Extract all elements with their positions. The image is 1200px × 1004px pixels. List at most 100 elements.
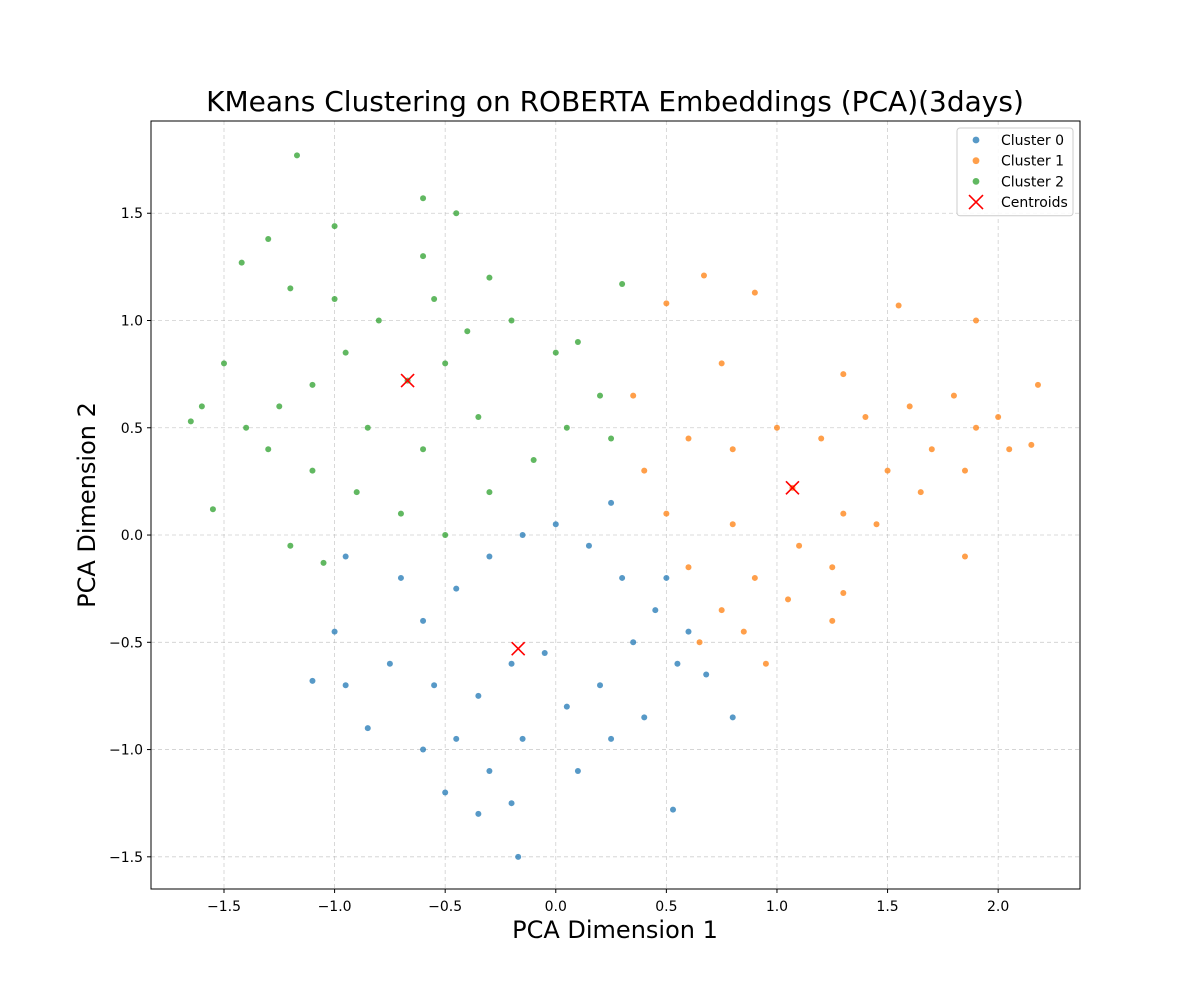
scatter-point-cluster-0 bbox=[364, 725, 371, 732]
scatter-point-cluster-1 bbox=[961, 467, 968, 474]
scatter-point-cluster-1 bbox=[906, 403, 913, 410]
scatter-point-cluster-1 bbox=[961, 553, 968, 560]
scatter-point-cluster-2 bbox=[187, 418, 194, 425]
plot-frame bbox=[150, 120, 1081, 890]
scatter-point-cluster-2 bbox=[486, 274, 493, 281]
scatter-point-cluster-2 bbox=[420, 446, 427, 453]
legend-marker-dot bbox=[972, 178, 980, 185]
scatter-point-cluster-0 bbox=[552, 521, 559, 528]
scatter-point-cluster-0 bbox=[670, 806, 677, 813]
grid bbox=[151, 121, 1080, 889]
legend-marker-dot bbox=[972, 136, 980, 144]
scatter-point-cluster-2 bbox=[442, 360, 449, 367]
scatter-point-cluster-1 bbox=[862, 414, 869, 421]
scatter-point-cluster-1 bbox=[718, 607, 725, 614]
scatter-point-cluster-2 bbox=[475, 414, 482, 421]
legend: Cluster 0 Cluster 1 Cluster 2 Centroids bbox=[956, 127, 1074, 217]
scatter-point-cluster-1 bbox=[696, 639, 703, 646]
y-axis-label: PCA Dimension 2 bbox=[73, 402, 101, 608]
scatter-point-cluster-2 bbox=[265, 235, 272, 242]
centroid-markers bbox=[400, 373, 800, 656]
scatter-point-cluster-0 bbox=[486, 768, 493, 775]
scatter-point-cluster-2 bbox=[320, 559, 327, 566]
scatter-point-cluster-0 bbox=[453, 735, 460, 742]
scatter-point-cluster-2 bbox=[209, 506, 216, 513]
scatter-point-cluster-2 bbox=[238, 259, 245, 266]
scatter-point-cluster-1 bbox=[630, 392, 637, 399]
scatter-point-cluster-2 bbox=[353, 489, 360, 496]
centroid-marker bbox=[400, 373, 415, 388]
y-tick-label: −1.0 bbox=[109, 743, 143, 759]
y-tick-label: 0.5 bbox=[121, 421, 143, 437]
scatter-point-cluster-0 bbox=[541, 650, 548, 657]
scatter-point-cluster-1 bbox=[873, 521, 880, 528]
y-tick-label: 0.0 bbox=[121, 528, 143, 544]
scatter-point-cluster-2 bbox=[397, 510, 404, 517]
scatter-point-cluster-2 bbox=[342, 349, 349, 356]
scatter-point-cluster-0 bbox=[442, 789, 449, 796]
scatter-point-cluster-1 bbox=[685, 435, 692, 442]
scatter-point-cluster-2 bbox=[375, 317, 382, 324]
scatter-point-cluster-0 bbox=[309, 677, 316, 684]
scatter-point-cluster-0 bbox=[431, 682, 438, 689]
x-tick-label: 1.0 bbox=[766, 899, 788, 915]
scatter-point-cluster-2 bbox=[309, 467, 316, 474]
scatter-point-cluster-1 bbox=[917, 489, 924, 496]
scatter-point-cluster-0 bbox=[397, 574, 404, 581]
y-axis-ticks: −1.5 −1.0 −0.5 0.0 0.5 1.0 1.5 bbox=[109, 206, 151, 866]
scatter-point-cluster-2 bbox=[464, 328, 471, 335]
scatter-point-cluster-0 bbox=[674, 660, 681, 667]
scatter-point-cluster-2 bbox=[309, 381, 316, 388]
y-tick-label: 1.0 bbox=[121, 314, 143, 330]
x-tick-label: 2.0 bbox=[987, 899, 1009, 915]
scatter-point-cluster-1 bbox=[1034, 381, 1041, 388]
scatter-point-cluster-0 bbox=[585, 542, 592, 549]
legend-label: Cluster 2 bbox=[1001, 174, 1064, 190]
scatter-point-cluster-2 bbox=[530, 456, 537, 463]
scatter-point-cluster-0 bbox=[574, 768, 581, 775]
centroid-marker bbox=[785, 480, 800, 495]
scatter-point-cluster-0 bbox=[597, 682, 604, 689]
scatter-point-cluster-1 bbox=[1006, 446, 1013, 453]
scatter-point-cluster-1 bbox=[829, 564, 836, 571]
scatter-point-cluster-1 bbox=[895, 302, 902, 309]
scatter-point-cluster-2 bbox=[574, 338, 581, 345]
scatter-point-cluster-2 bbox=[563, 424, 570, 431]
scatter-point-cluster-0 bbox=[508, 800, 515, 807]
scatter-point-cluster-2 bbox=[293, 152, 300, 159]
legend-label: Centroids bbox=[1001, 195, 1068, 211]
scatter-point-cluster-1 bbox=[641, 467, 648, 474]
scatter-point-cluster-2 bbox=[508, 317, 515, 324]
scatter-point-cluster-1 bbox=[829, 617, 836, 624]
scatter-point-cluster-0 bbox=[386, 660, 393, 667]
centroid-x-stroke bbox=[511, 641, 526, 656]
scatter-point-cluster-0 bbox=[475, 810, 482, 817]
scatter-point-cluster-2 bbox=[287, 285, 294, 292]
y-tick-label: −1.5 bbox=[109, 850, 143, 866]
legend-marker-x bbox=[968, 194, 984, 210]
scatter-point-cluster-0 bbox=[420, 746, 427, 753]
scatter-point-cluster-1 bbox=[950, 392, 957, 399]
scatter-point-cluster-1 bbox=[700, 272, 707, 279]
y-tick-label: −0.5 bbox=[109, 635, 143, 651]
x-axis-label: PCA Dimension 1 bbox=[512, 916, 718, 944]
scatter-point-cluster-0 bbox=[331, 628, 338, 635]
legend-label: Cluster 0 bbox=[1001, 133, 1064, 149]
scatter-point-cluster-2 bbox=[552, 349, 559, 356]
scatter-point-cluster-1 bbox=[751, 574, 758, 581]
scatter-point-cluster-0 bbox=[453, 585, 460, 592]
centroid-marker bbox=[511, 641, 526, 656]
scatter-point-cluster-1 bbox=[685, 564, 692, 571]
x-tick-label: −1.0 bbox=[318, 899, 352, 915]
scatter-point-cluster-2 bbox=[442, 532, 449, 539]
scatter-point-cluster-1 bbox=[762, 660, 769, 667]
scatter-point-cluster-0 bbox=[420, 617, 427, 624]
scatter-point-cluster-2 bbox=[608, 435, 615, 442]
scatter-point-cluster-2 bbox=[486, 489, 493, 496]
scatter-point-cluster-1 bbox=[973, 317, 980, 324]
centroid-x-stroke bbox=[400, 373, 415, 388]
scatter-point-cluster-2 bbox=[198, 403, 205, 410]
scatter-point-cluster-2 bbox=[331, 223, 338, 230]
